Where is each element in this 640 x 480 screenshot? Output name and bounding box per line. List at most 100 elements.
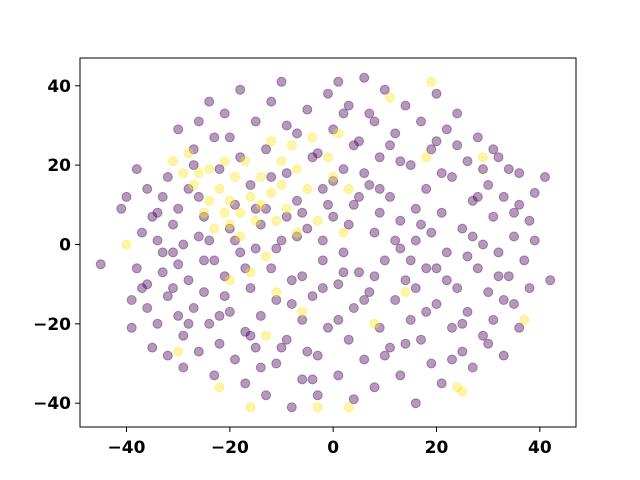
- data-point: [359, 295, 370, 305]
- data-point: [323, 88, 333, 99]
- data-point: [178, 362, 189, 373]
- data-point: [348, 303, 359, 313]
- data-point: [292, 231, 302, 242]
- data-point: [348, 199, 359, 210]
- data-point: [395, 370, 406, 381]
- data-point: [240, 326, 251, 337]
- data-point: [245, 283, 256, 294]
- data-point: [204, 96, 215, 107]
- data-point: [173, 259, 184, 270]
- data-point: [498, 350, 509, 361]
- data-point: [426, 144, 437, 155]
- data-point: [271, 295, 282, 305]
- data-point: [168, 156, 178, 167]
- data-point: [286, 299, 297, 309]
- data-point: [193, 168, 204, 179]
- data-point: [204, 318, 215, 329]
- data-point: [385, 342, 395, 353]
- data-point: [472, 191, 483, 202]
- y-tick-label: 20: [47, 156, 71, 176]
- data-point: [467, 362, 478, 373]
- data-point: [214, 164, 225, 175]
- data-point: [281, 120, 292, 131]
- data-point: [147, 211, 158, 222]
- data-point: [338, 247, 349, 258]
- data-point: [379, 84, 390, 95]
- data-point: [400, 287, 411, 298]
- data-point: [188, 180, 199, 190]
- data-point: [436, 207, 447, 218]
- data-point: [266, 136, 277, 147]
- data-point: [281, 168, 292, 179]
- data-point: [416, 116, 426, 127]
- data-point: [157, 267, 168, 278]
- data-point: [441, 275, 452, 286]
- data-point: [137, 227, 147, 238]
- data-point: [261, 203, 271, 214]
- data-point: [271, 215, 282, 226]
- data-point: [524, 283, 535, 294]
- data-point: [255, 310, 266, 321]
- data-point: [488, 211, 499, 222]
- data-point: [230, 172, 240, 182]
- data-point: [431, 136, 442, 147]
- data-point: [173, 346, 184, 357]
- data-point: [369, 116, 380, 127]
- data-point: [374, 207, 385, 218]
- data-point: [410, 283, 421, 294]
- data-point: [183, 148, 194, 159]
- plot-background: [80, 58, 576, 427]
- data-point: [462, 156, 473, 167]
- x-tick-label: −20: [211, 438, 249, 458]
- data-point: [328, 176, 339, 186]
- data-point: [441, 124, 452, 135]
- data-point: [183, 275, 194, 286]
- data-point: [199, 255, 209, 266]
- data-point: [317, 255, 328, 266]
- data-point: [302, 223, 313, 234]
- data-point: [416, 334, 426, 345]
- data-point: [323, 322, 333, 333]
- x-tick-label: 20: [425, 438, 449, 458]
- y-tick-label: −40: [33, 394, 71, 414]
- data-point: [509, 299, 519, 309]
- data-point: [297, 374, 308, 385]
- data-point: [431, 299, 442, 309]
- data-point: [519, 255, 530, 266]
- data-point: [230, 354, 240, 365]
- data-point: [478, 330, 488, 341]
- data-point: [488, 144, 499, 155]
- data-point: [467, 231, 478, 242]
- data-point: [276, 156, 287, 167]
- data-point: [250, 243, 261, 254]
- data-point: [426, 227, 437, 238]
- data-point: [333, 76, 344, 87]
- data-point: [545, 275, 556, 286]
- data-point: [240, 263, 251, 274]
- data-point: [354, 136, 364, 147]
- data-point: [478, 239, 488, 250]
- data-point: [323, 152, 333, 163]
- data-point: [410, 398, 421, 409]
- data-point: [281, 211, 292, 222]
- data-point: [436, 168, 447, 179]
- data-point: [354, 267, 364, 278]
- data-point: [255, 362, 266, 373]
- data-point: [224, 223, 235, 234]
- data-point: [188, 303, 199, 313]
- data-point: [369, 318, 380, 329]
- data-point: [312, 350, 323, 361]
- data-point: [385, 140, 395, 151]
- data-point: [343, 183, 354, 194]
- data-point: [250, 116, 261, 127]
- data-point: [452, 382, 463, 393]
- data-point: [348, 140, 359, 151]
- data-point: [162, 350, 173, 361]
- data-point: [255, 172, 266, 182]
- data-point: [178, 330, 189, 341]
- data-point: [338, 164, 349, 175]
- data-point: [395, 243, 406, 254]
- data-point: [168, 283, 178, 294]
- data-point: [162, 172, 173, 182]
